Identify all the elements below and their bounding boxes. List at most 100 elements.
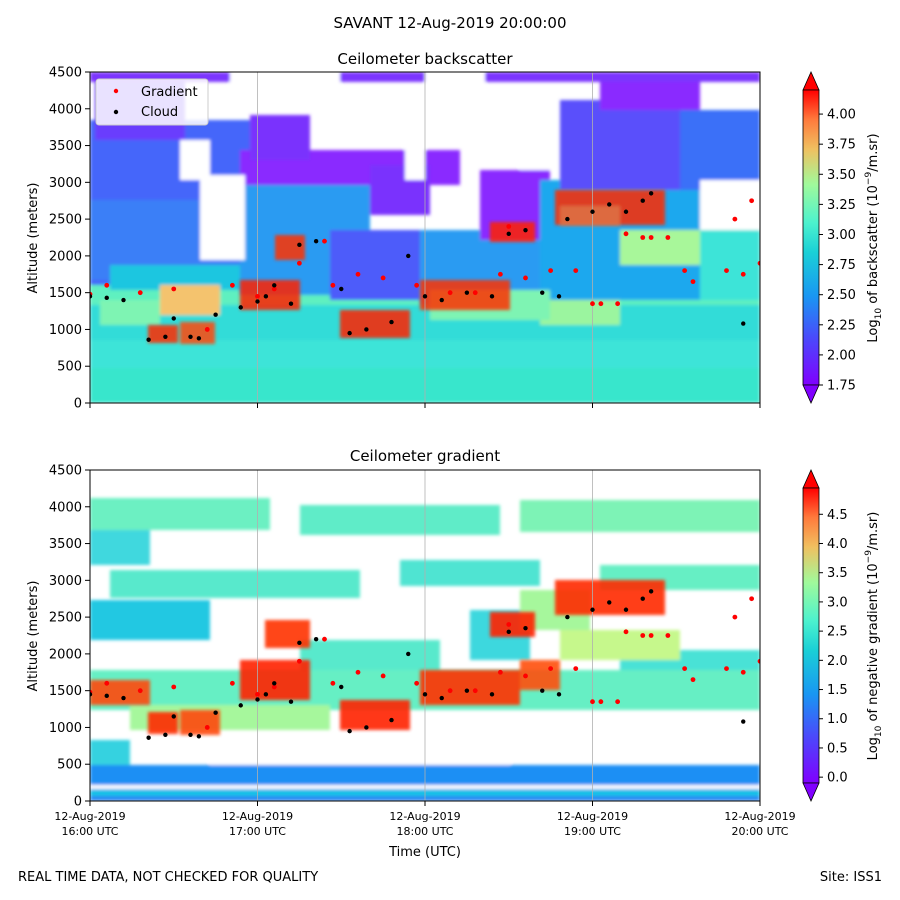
backscatter-y-tick-label: 0	[74, 397, 82, 412]
gradient-cloud-point	[648, 589, 654, 594]
backscatter-gradient-point	[322, 238, 327, 244]
gradient-gradient-point	[590, 699, 595, 705]
backscatter-gradient-point	[255, 293, 260, 299]
gradient-cloud-point	[297, 640, 302, 646]
gradient-cloud-point	[255, 697, 260, 702]
backscatter-colorbar-tick-label: 3.75	[827, 138, 856, 153]
backscatter-panel: Ceilometer backscatter	[26, 50, 884, 412]
backscatter-cloud-point	[741, 321, 746, 326]
backscatter-cloud-point	[297, 242, 302, 248]
gradient-cloud-point	[196, 734, 202, 739]
backscatter-cloud-point	[263, 294, 269, 299]
gradient-cloud-point	[263, 692, 269, 697]
backscatter-y-tick-label: 3500	[49, 139, 82, 154]
gradient-colorbar-ticks: 4.5 4.0 3.5 3.0 2.5 2.0 1.5 1.0 0.5 0.0	[819, 508, 848, 786]
gradient-colorbar-tick-label: 2.0	[827, 654, 848, 669]
legend-cloud-label: Cloud	[141, 105, 178, 120]
gradient-gradient-point	[548, 666, 554, 671]
gradient-gradient-point	[271, 684, 277, 690]
gradient-x-tick-date: 12-Aug-2019	[389, 810, 460, 823]
backscatter-gradient-point	[523, 275, 528, 281]
backscatter-gradient-point	[472, 290, 478, 296]
legend-gradient-label: Gradient	[141, 85, 198, 100]
gradient-cloud-point	[607, 600, 612, 605]
backscatter-gradient-point	[749, 198, 755, 204]
gradient-y-tick-label: 2000	[49, 647, 82, 662]
gradient-colorbar: 4.5 4.0 3.5 3.0 2.5 2.0 1.5 1.0 0.5 0.0 Log10 of …	[802, 469, 884, 802]
gradient-x-tick-date: 12-Aug-2019	[54, 810, 125, 823]
backscatter-cloud-point	[389, 319, 394, 325]
backscatter-y-tick-label: 4500	[49, 66, 82, 81]
backscatter-cloud-point	[565, 216, 570, 222]
backscatter-cloud-point	[146, 337, 151, 342]
backscatter-gradient-point	[623, 231, 629, 237]
gradient-colorbar-tick-label: 1.0	[827, 712, 848, 727]
backscatter-cloud-point	[640, 198, 645, 203]
backscatter-cloud-point	[489, 294, 495, 299]
backscatter-gradient-point	[506, 224, 512, 229]
legend-box	[95, 78, 209, 126]
backscatter-cloud-point	[422, 294, 428, 299]
backscatter-cloud-point	[288, 301, 294, 306]
gradient-gradient-point	[523, 673, 528, 679]
gradient-x-tick-time: 17:00 UTC	[229, 825, 286, 838]
backscatter-cloud-point	[104, 295, 109, 301]
backscatter-ylabel: Altitude (meters)	[26, 183, 41, 294]
gradient-gradient-point	[171, 684, 177, 690]
backscatter-cloud-point	[406, 253, 411, 259]
backscatter-gradient-point	[330, 282, 336, 288]
backscatter-gradient-point	[648, 235, 654, 240]
backscatter-gradient-point	[615, 301, 621, 307]
gradient-cloud-point	[523, 625, 528, 631]
backscatter-y-ticks: 0 500 1000 1500 2000 2500 3000 3500 4000 4500	[49, 66, 90, 412]
gradient-gradient-point	[447, 688, 453, 694]
backscatter-colorbar-top-arrow	[802, 71, 820, 91]
backscatter-cloud-point	[121, 297, 126, 303]
gradient-colorbar-tick-label: 4.0	[827, 537, 848, 552]
gradient-colorbar-tick-label: 4.5	[827, 508, 848, 523]
gradient-colorbar-tick-label: 3.0	[827, 595, 848, 610]
gradient-gradient-point	[137, 688, 143, 694]
gradient-colorbar-tick-label: 1.5	[827, 683, 848, 698]
gradient-cloud-point	[506, 629, 511, 635]
gradient-colorbar-label: Log10 of negative gradient (10−9/m.sr)	[864, 512, 884, 761]
gradient-cloud-point	[313, 636, 319, 642]
suptitle: SAVANT 12-Aug-2019 20:00:00	[333, 14, 567, 32]
gradient-gradient-point	[665, 633, 671, 638]
gradient-y-tick-label: 0	[74, 795, 82, 810]
backscatter-gradient-point	[380, 275, 386, 281]
gradient-gradient-point	[104, 680, 110, 686]
gradient-colorbar-tick-label: 0.0	[827, 771, 848, 786]
gradient-gradient-point	[740, 669, 746, 675]
gradient-colorbar-bar	[802, 487, 820, 784]
gradient-cloud-point	[540, 688, 545, 693]
backscatter-legend: Gradient Cloud	[95, 78, 209, 126]
gradient-y-tick-label: 1000	[49, 721, 82, 736]
legend-gradient-marker	[113, 88, 119, 94]
gradient-colorbar-top-arrow	[802, 469, 820, 489]
backscatter-cloud-point	[196, 336, 202, 341]
backscatter-colorbar-tick-label: 2.75	[827, 258, 856, 273]
gradient-gradient-point	[355, 669, 361, 675]
backscatter-y-tick-label: 2000	[49, 249, 82, 264]
gradient-gradient-point	[414, 680, 420, 686]
gradient-gridlines	[257, 470, 593, 801]
backscatter-cloud-point	[171, 316, 176, 321]
gradient-cloud-point	[288, 699, 294, 704]
backscatter-cloud-point	[607, 202, 612, 207]
gradient-cloud-point	[146, 735, 151, 740]
gradient-gradient-point	[229, 680, 235, 686]
backscatter-cloud-point	[364, 327, 369, 332]
backscatter-cloud-point	[347, 330, 352, 336]
backscatter-cloud-point	[506, 231, 511, 237]
backscatter-x-ticks	[89, 403, 761, 408]
gradient-cloud-point	[347, 728, 352, 734]
backscatter-colorbar-bar	[802, 89, 820, 386]
gradient-y-tick-label: 3000	[49, 574, 82, 589]
gradient-gradient-point	[296, 658, 302, 664]
gradient-x-tick-time: 19:00 UTC	[564, 825, 621, 838]
gradient-panel: Ceilometer gradient	[26, 447, 884, 860]
gradient-gradient-point	[497, 669, 503, 675]
gradient-red-bands	[90, 580, 665, 735]
